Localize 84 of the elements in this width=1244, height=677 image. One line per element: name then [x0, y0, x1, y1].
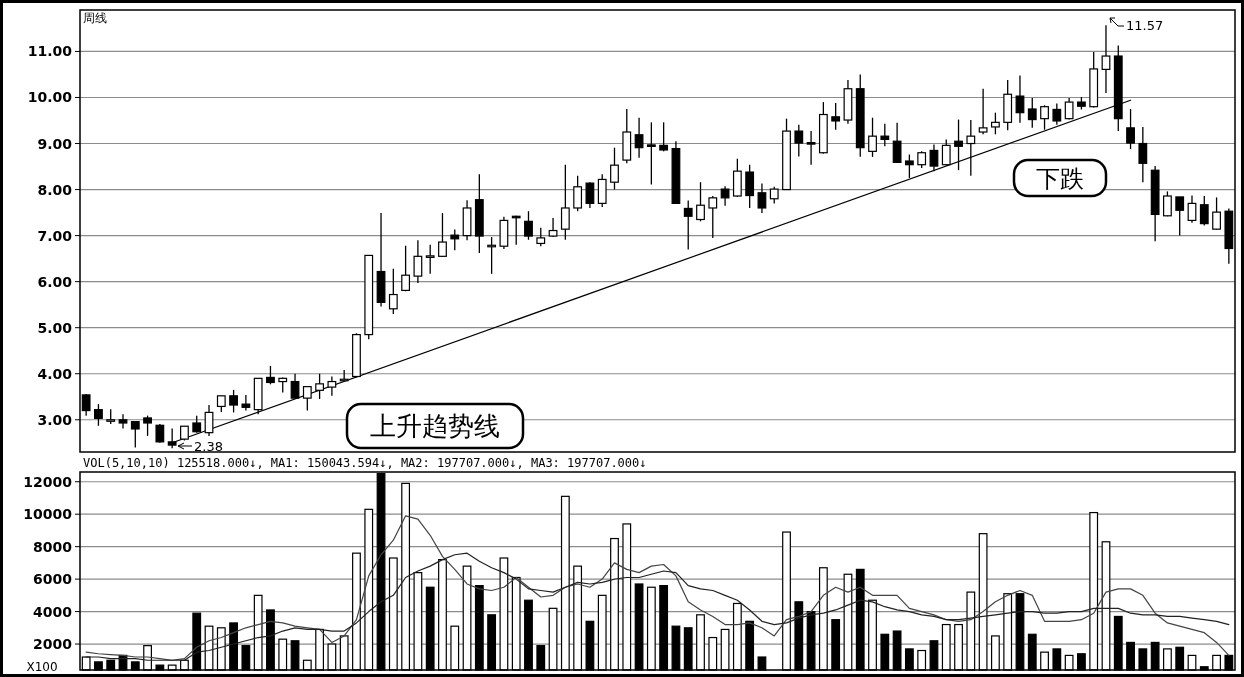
- annotation: 上升趋势线: [370, 411, 500, 442]
- candlestick: [941, 138, 951, 167]
- candlestick: [438, 212, 447, 258]
- y-tick-label: 5.00: [37, 319, 73, 336]
- y-tick-label: 2000: [33, 636, 73, 653]
- candlestick: [1163, 190, 1172, 217]
- candlestick: [302, 385, 312, 412]
- candlestick: [745, 164, 755, 209]
- candlestick: [720, 185, 730, 207]
- candlestick: [450, 228, 460, 251]
- candlestick: [954, 118, 963, 171]
- candlestick: [118, 413, 128, 430]
- candlestick: [241, 394, 251, 412]
- y-tick-label: 8000: [33, 538, 73, 555]
- candlestick: [1027, 97, 1037, 129]
- candlestick: [794, 123, 804, 158]
- candlestick: [573, 175, 583, 212]
- line-series: [85, 515, 1230, 661]
- candlestick: [560, 164, 570, 241]
- y-tick-label: 6.00: [37, 273, 73, 290]
- candlestick: [524, 210, 533, 241]
- y-tick-label: 4000: [33, 603, 73, 620]
- candlestick: [683, 199, 693, 251]
- candlestick: [831, 102, 841, 131]
- candlestick: [929, 143, 939, 172]
- candlestick: [708, 195, 718, 239]
- candlestick: [990, 112, 1000, 135]
- candlestick: [1199, 195, 1209, 227]
- candlestick: [1212, 196, 1221, 231]
- y-tick-label: 3.00: [37, 411, 73, 428]
- chart-title: 周线: [83, 11, 107, 25]
- candlestick: [130, 420, 140, 449]
- y-tick-label: 12000: [23, 473, 73, 490]
- y-tick-label: 9.00: [37, 135, 73, 152]
- candlestick: [646, 121, 656, 186]
- candlestick: [94, 403, 103, 427]
- candlestick: [1138, 126, 1148, 183]
- candlestick: [696, 181, 705, 222]
- annotation: 下跌: [1036, 164, 1084, 193]
- candlestick: [1126, 108, 1135, 150]
- candlestick: [1052, 102, 1062, 126]
- candlestick: [536, 227, 546, 247]
- annotation: 11.57: [1126, 18, 1164, 33]
- y-tick-label: 7.00: [37, 227, 73, 244]
- candlestick: [388, 268, 398, 315]
- candlestick: [1015, 74, 1025, 124]
- candlestick: [1175, 196, 1185, 237]
- candlestick: [290, 373, 300, 399]
- annotation: 2.38: [194, 439, 223, 454]
- candlestick: [806, 130, 816, 166]
- y-tick-label: 8.00: [37, 181, 73, 198]
- candlestick: [155, 423, 165, 444]
- y-tick-label: 10000: [23, 506, 73, 523]
- candlestick: [659, 121, 669, 152]
- candlestick: [1101, 24, 1111, 94]
- candlestick: [610, 147, 619, 191]
- candlestick: [892, 122, 902, 164]
- candlestick: [634, 117, 644, 159]
- line-series: [85, 552, 1230, 661]
- candlestick: [1040, 104, 1049, 131]
- text: X100: [26, 660, 58, 675]
- candlestick: [425, 244, 435, 275]
- candlestick: [401, 245, 411, 292]
- y-tick-label: 10.00: [27, 89, 73, 106]
- candlestick: [548, 217, 558, 238]
- chart-title: VOL(5,10,10) 125518.000↓, MA1: 150043.594↓, MA2: 197707.000↓, MA3: 197707.000↓: [83, 456, 647, 470]
- candlestick: [585, 181, 595, 209]
- candlestick: [327, 375, 337, 397]
- candlestick: [978, 88, 988, 135]
- candlestick: [757, 182, 767, 214]
- candlestick: [413, 239, 423, 284]
- y-tick-label: 11.00: [27, 43, 73, 60]
- candlestick: [1187, 194, 1197, 224]
- candlestick: [868, 117, 877, 158]
- candlestick: [597, 173, 607, 208]
- candlestick: [143, 414, 152, 437]
- candlestick: [904, 153, 914, 179]
- y-tick-label: 6000: [33, 571, 73, 588]
- candlestick: [880, 123, 890, 147]
- candlestick: [315, 373, 325, 400]
- y-tick-label: 4.00: [37, 365, 73, 382]
- candlestick: [229, 389, 238, 414]
- candlestick: [266, 365, 275, 385]
- candlestick: [966, 119, 976, 177]
